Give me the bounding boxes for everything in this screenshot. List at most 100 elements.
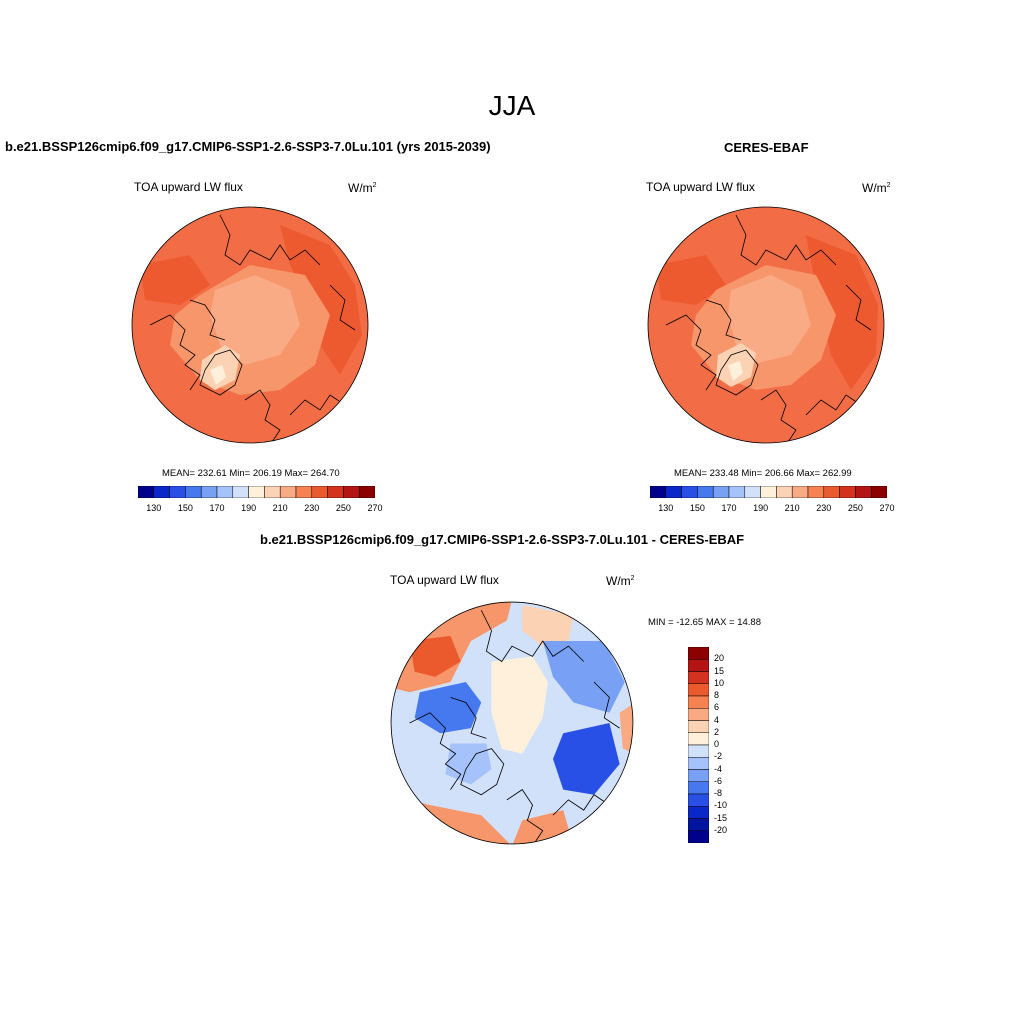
diff-colorbar-labels: 20 15 10 8 6 4 2 0 -2 -4 -6 -8 -10 -15 -20 — [714, 647, 744, 843]
obs-colorbar-swatch — [823, 486, 840, 498]
model-colorbar-swatch — [248, 486, 265, 498]
model-colorbar-swatch — [185, 486, 202, 498]
obs-panel-title: CERES-EBAF — [724, 140, 809, 155]
diff-near-zero-arctic — [491, 656, 548, 754]
model-colorbar-tick-label: 150 — [177, 503, 193, 513]
model-colorbar-tick-label: 190 — [241, 503, 257, 513]
obs-colorbar-swatch — [791, 486, 809, 498]
obs-colorbar-swatch — [650, 486, 667, 498]
obs-colorbar-swatch — [807, 486, 825, 498]
obs-colorbar-tick-label: 190 — [753, 503, 769, 513]
obs-colorbar-tick-label: 150 — [689, 503, 705, 513]
obs-colorbar-swatch — [681, 486, 698, 498]
diff-polar-map — [390, 601, 634, 845]
diff-colorbar-tick-label: 15 — [714, 665, 725, 676]
season-title: JJA — [488, 90, 536, 121]
obs-greenland-core — [728, 361, 743, 381]
model-colorbar-swatch — [343, 486, 360, 498]
diff-colorbar-tick-label: 10 — [714, 677, 725, 688]
diff-colorbar-swatch — [688, 647, 709, 660]
obs-warm-region — [806, 235, 878, 390]
obs-stats: MEAN= 233.48 Min= 206.66 Max= 262.99 — [674, 468, 852, 479]
obs-colorbar-tick-label: 270 — [879, 503, 895, 513]
model-coastlines — [149, 214, 356, 443]
diff-negative-siberia — [542, 641, 625, 713]
obs-polar-cap — [728, 275, 811, 363]
model-polar-cap — [210, 275, 300, 365]
diff-colorbar-swatch — [688, 659, 709, 672]
obs-colorbar-swatch — [760, 486, 777, 498]
diff-stats: MIN = -12.65 MAX = 14.88 — [648, 617, 762, 628]
model-colorbar-tick-label: 230 — [304, 503, 320, 513]
model-colorbar-tick-label: 130 — [146, 503, 162, 513]
diff-colorbar-tick-label: 6 — [714, 702, 720, 713]
obs-colorbar-tick-label: 230 — [816, 503, 832, 513]
model-colorbar-swatch — [232, 486, 249, 498]
obs-colorbar-swatch — [697, 486, 714, 498]
diff-strong-positive-northwest — [409, 635, 461, 677]
obs-colorbar-swatch — [855, 486, 872, 498]
diff-units: W/m2 — [606, 574, 635, 588]
model-colorbar-swatch — [138, 486, 155, 498]
diff-colorbar-swatch — [688, 793, 709, 807]
diff-coastlines — [409, 610, 620, 844]
obs-units: W/m2 — [862, 181, 891, 195]
model-colorbar-swatch — [358, 486, 375, 498]
model-colorbar-swatch — [295, 486, 313, 498]
diff-colorbar-swatch — [688, 732, 709, 746]
diff-colorbar-swatch — [688, 671, 709, 684]
diff-colorbar-tick-label: -15 — [714, 812, 728, 823]
diff-colorbar-tick-label: 2 — [714, 726, 720, 737]
diff-colorbar-swatch — [688, 720, 709, 733]
obs-colorbar-tick-label: 210 — [784, 503, 800, 513]
diff-colorbar-tick-label: -20 — [714, 824, 728, 835]
diff-colorbar-swatch — [688, 781, 709, 795]
obs-colorbar-labels: 130 150 170 190 210 230 250 270 — [650, 503, 894, 517]
model-warm-region-west — [140, 255, 210, 305]
model-colorbar-swatch — [264, 486, 281, 498]
model-map-border — [131, 206, 369, 444]
diff-colorbar-tick-label: -4 — [714, 763, 723, 774]
obs-colorbar-tick-label: 170 — [721, 503, 737, 513]
diff-colorbar-swatch — [688, 769, 709, 782]
model-colorbar — [138, 486, 375, 498]
model-colorbar-tick-label: 270 — [367, 503, 383, 513]
diff-colorbar-tick-label: 20 — [714, 653, 725, 664]
diff-positive-east-edge — [619, 702, 633, 754]
obs-colorbar-swatch — [870, 486, 887, 498]
model-colorbar-swatch — [200, 486, 218, 498]
model-warm-region — [280, 225, 362, 375]
obs-warm-region-west — [656, 255, 726, 305]
diff-colorbar-swatch — [688, 695, 709, 709]
model-variable-label: TOA upward LW flux — [134, 180, 243, 194]
model-polar-map — [131, 206, 369, 444]
diff-positive-north — [522, 605, 574, 647]
obs-colorbar-swatch — [744, 486, 761, 498]
diff-negative-canada — [414, 682, 482, 734]
diff-colorbar-tick-label: 0 — [714, 739, 720, 749]
model-colorbar-labels: 130 150 170 190 210 230 250 270 — [138, 503, 382, 517]
model-colorbar-swatch — [153, 486, 170, 498]
model-greenland-core — [210, 365, 226, 385]
diff-variable-label: TOA upward LW flux — [390, 573, 499, 587]
diff-colorbar-swatch — [688, 744, 709, 758]
obs-map-border — [647, 206, 885, 444]
obs-variable-label: TOA upward LW flux — [646, 180, 755, 194]
model-colorbar-swatch — [311, 486, 328, 498]
diff-colorbar-swatch — [688, 757, 709, 770]
obs-coastlines — [665, 214, 872, 443]
obs-polar-map — [647, 206, 885, 444]
diff-map-border — [390, 601, 634, 845]
diff-colorbar-tick-label: -10 — [714, 800, 728, 811]
diff-negative-greenland — [445, 743, 492, 785]
diff-panel-title: b.e21.BSSP126cmip6.f09_g17.CMIP6-SSP1-2.… — [260, 532, 745, 547]
model-colorbar-tick-label: 210 — [272, 503, 288, 513]
model-colorbar-tick-label: 170 — [209, 503, 225, 513]
model-colorbar-swatch — [169, 486, 186, 498]
model-colorbar-swatch — [327, 486, 344, 498]
diff-strong-negative-europe — [553, 723, 620, 795]
diff-colorbar-swatch — [688, 830, 709, 843]
obs-colorbar-swatch — [839, 486, 856, 498]
obs-colorbar-swatch — [712, 486, 730, 498]
model-panel-title: b.e21.BSSP126cmip6.f09_g17.CMIP6-SSP1-2.… — [5, 139, 491, 154]
